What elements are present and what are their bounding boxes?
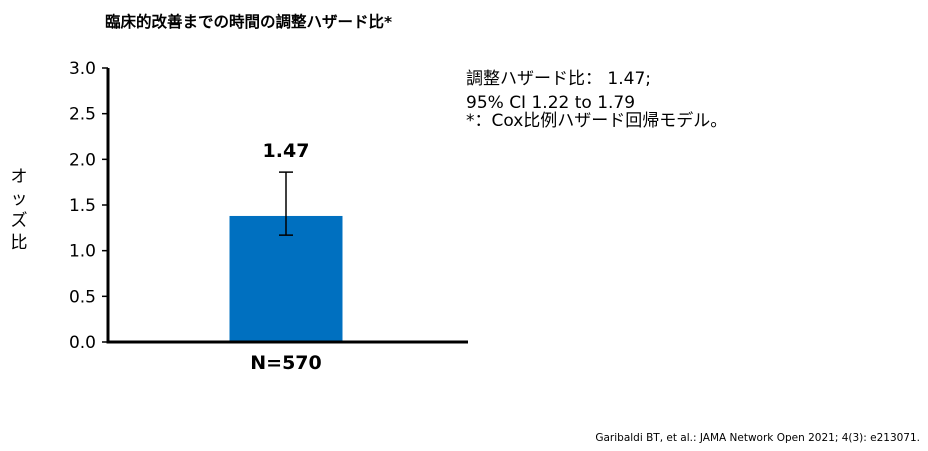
error-bars xyxy=(279,171,293,236)
y-axis-ticks: 0.0 0.5 1.0 1.5 2.0 2.5 3.0 xyxy=(69,59,108,353)
y-tick-label: 1.5 xyxy=(69,196,96,216)
x-category-label: N=570 xyxy=(250,352,321,374)
data-label: 1.47 xyxy=(263,140,310,162)
x-axis-labels: N=570 xyxy=(250,352,321,374)
hazard-ratio-note: 調整ハザード比： 1.47; 95% CI 1.22 to 1.79 *：Cox… xyxy=(466,67,727,133)
y-tick-label: 2.5 xyxy=(69,105,96,125)
note-footnote: *：Cox比例ハザード回帰モデル。 xyxy=(466,111,728,131)
bar xyxy=(229,215,343,342)
note-hazard-ratio: 調整ハザード比： 1.47; xyxy=(466,69,651,89)
y-axis-label: オッズ比 xyxy=(10,167,28,253)
data-labels: 1.47 xyxy=(263,140,310,162)
chart-title: 臨床的改善までの時間の調整ハザード比* xyxy=(105,13,393,31)
y-tick-label: 1.0 xyxy=(69,242,96,262)
citation: Garibaldi BT, et al.: JAMA Network Open … xyxy=(595,432,920,444)
y-tick-label: 0.0 xyxy=(69,333,96,353)
note-confidence-interval: 95% CI 1.22 to 1.79 xyxy=(466,93,636,113)
bars xyxy=(229,215,343,342)
y-tick-label: 3.0 xyxy=(69,59,96,79)
y-tick-label: 0.5 xyxy=(69,287,96,307)
y-tick-label: 2.0 xyxy=(69,150,96,170)
